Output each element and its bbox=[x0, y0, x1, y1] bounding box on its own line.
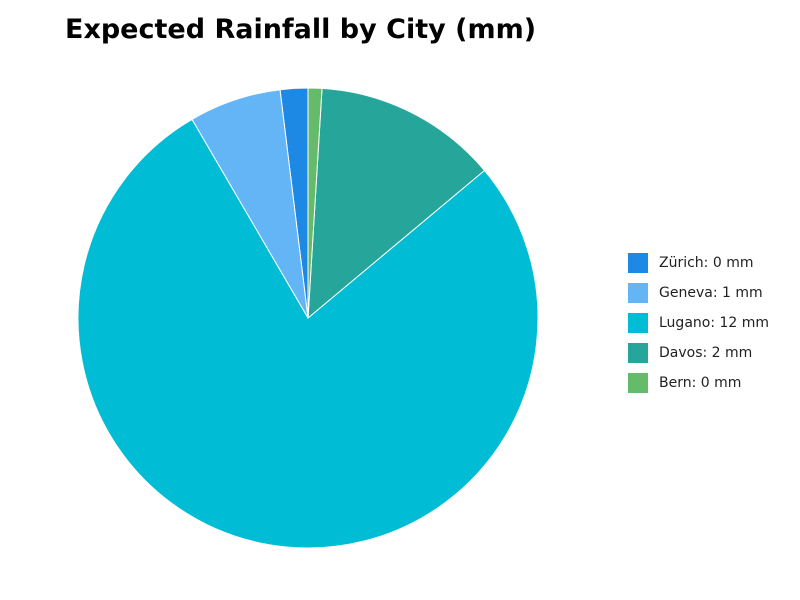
legend-swatch bbox=[628, 253, 648, 273]
legend-swatch bbox=[628, 283, 648, 303]
legend-item: Lugano: 12 mm bbox=[628, 308, 769, 338]
pie-slice-davos bbox=[307, 87, 486, 320]
pie-slice-bern bbox=[307, 87, 323, 319]
legend-label: Lugano: 12 mm bbox=[659, 315, 770, 331]
legend-label: Davos: 2 mm bbox=[659, 345, 753, 361]
legend-label: Zürich: 0 mm bbox=[659, 255, 754, 271]
legend-item: Geneva: 1 mm bbox=[628, 278, 769, 308]
pie-slice-lugano bbox=[77, 118, 539, 549]
legend-item: Davos: 2 mm bbox=[628, 338, 769, 368]
legend-item: Bern: 0 mm bbox=[628, 368, 769, 398]
legend-swatch bbox=[628, 313, 648, 333]
legend-swatch bbox=[628, 373, 648, 393]
legend: Zürich: 0 mm Geneva: 1 mm Lugano: 12 mm Dav… bbox=[628, 248, 769, 398]
legend-label: Bern: 0 mm bbox=[659, 375, 742, 391]
legend-item: Zürich: 0 mm bbox=[628, 248, 769, 278]
chart-title: Expected Rainfall by City (mm) bbox=[65, 14, 537, 45]
legend-label: Geneva: 1 mm bbox=[659, 285, 763, 301]
legend-swatch bbox=[628, 343, 648, 363]
